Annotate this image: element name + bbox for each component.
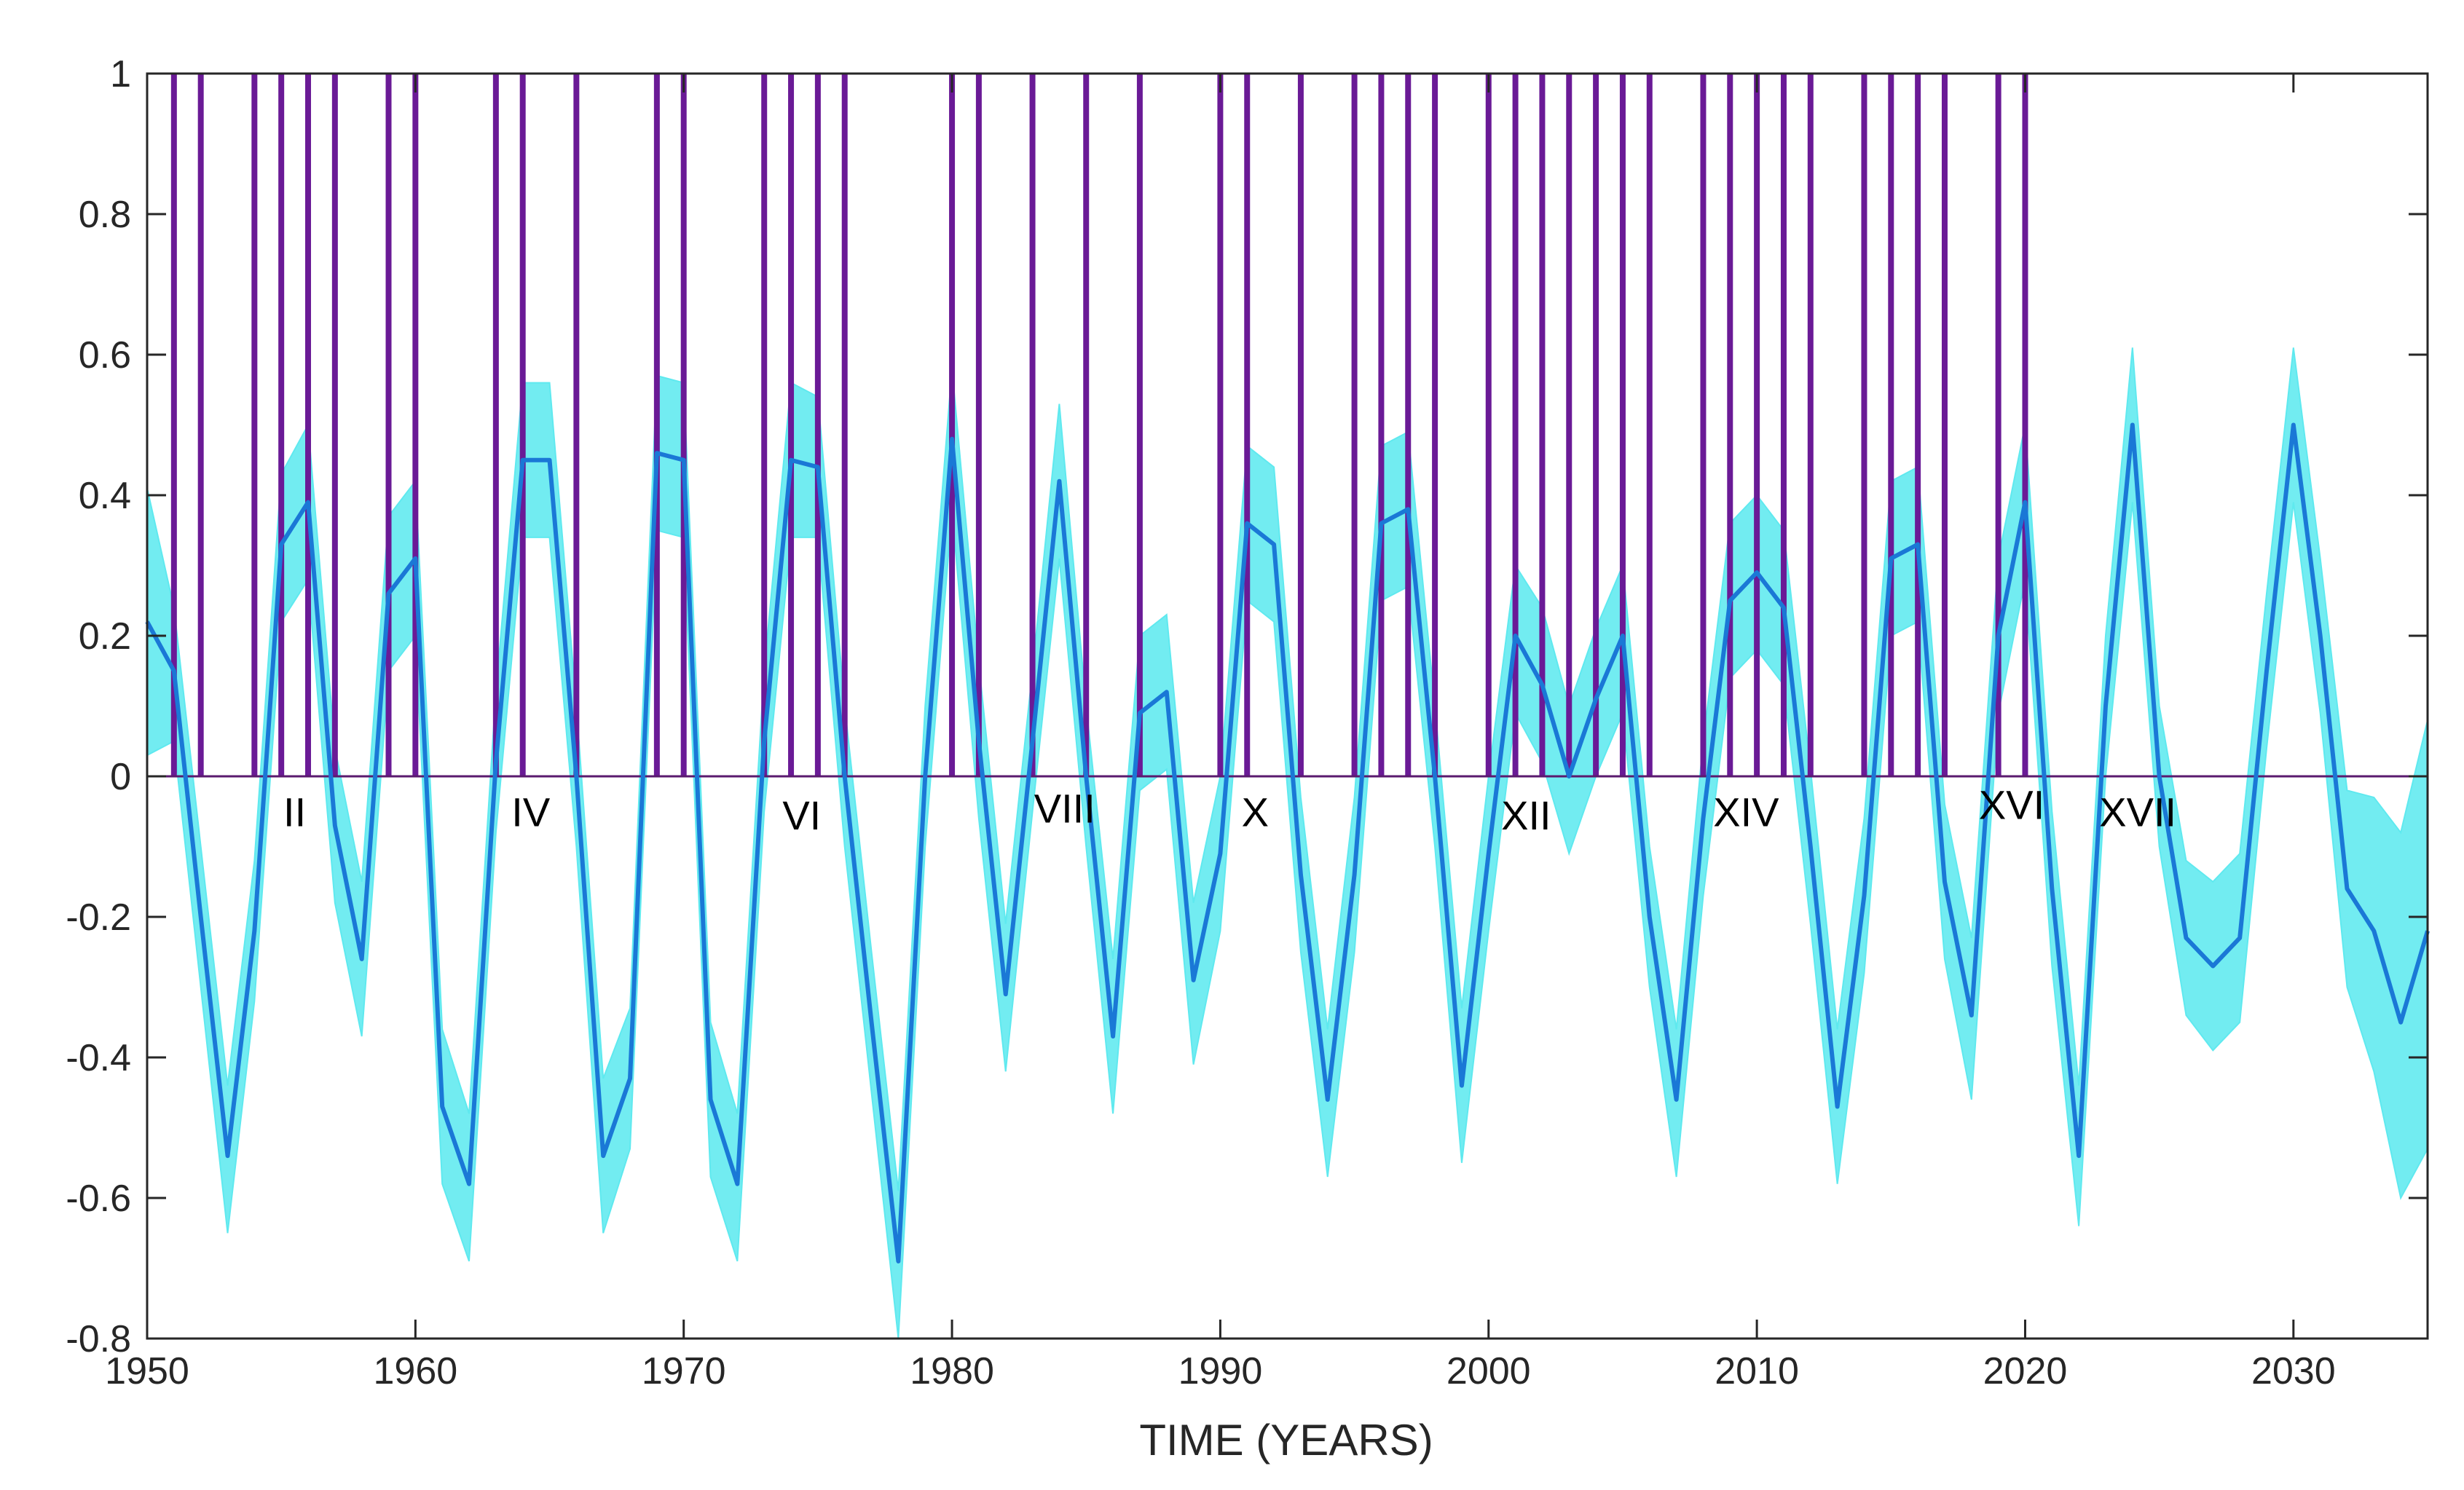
cycle-label: IV [511,789,551,835]
tick-marks-layer [146,72,2428,1340]
mean-line [145,422,2430,1264]
y-tick-label: 0.4 [79,475,131,517]
y-tick-label: -0.6 [66,1178,131,1220]
y-tick-label: 0.6 [79,334,131,377]
x-tick-label: 1990 [1178,1350,1263,1392]
y-tick-label: 0.8 [79,194,131,236]
cycle-label: XII [1501,792,1551,838]
x-axis-title: TIME (YEARS) [1139,1416,1433,1465]
y-tick-label: 1 [110,53,131,95]
cycle-label: XVII [2099,789,2176,835]
y-tick-label: -0.2 [66,896,131,939]
x-tick-labels: 1950 1960 1970 1980 1990 2000 2010 2020 2030 [105,1350,2336,1392]
mean-line-layer [145,422,2430,1264]
cycle-label: XVI [1979,782,2044,828]
x-tick-label: 1950 [105,1350,189,1392]
y-tick-label: -0.4 [66,1037,131,1079]
y-tick-label: 0 [110,756,131,798]
plot-frame [146,72,2429,1340]
x-tick-label: 1980 [910,1350,994,1392]
cycle-labels: II IV VI VIII X XII XIV XVI XVII [283,782,2176,838]
x-tick-label: 1960 [374,1350,458,1392]
cycle-label: VI [782,792,821,838]
cycle-label: XIV [1713,789,1779,835]
cycle-label: II [283,789,306,835]
cycle-label: X [1242,789,1269,835]
x-tick-label: 2030 [2251,1350,2336,1392]
event-bars-layer [170,74,2028,776]
y-tick-label: 0.2 [79,615,131,658]
x-tick-label: 2010 [1715,1350,1799,1392]
cycle-label: VIII [1034,785,1095,831]
x-tick-label: 2020 [1983,1350,2068,1392]
x-tick-label: 2000 [1446,1350,1531,1392]
y-tick-label: -0.8 [66,1318,131,1360]
y-tick-labels: -0.8 -0.6 -0.4 -0.2 0 0.2 0.4 0.6 0.8 1 [66,53,131,1360]
x-tick-label: 1970 [642,1350,726,1392]
